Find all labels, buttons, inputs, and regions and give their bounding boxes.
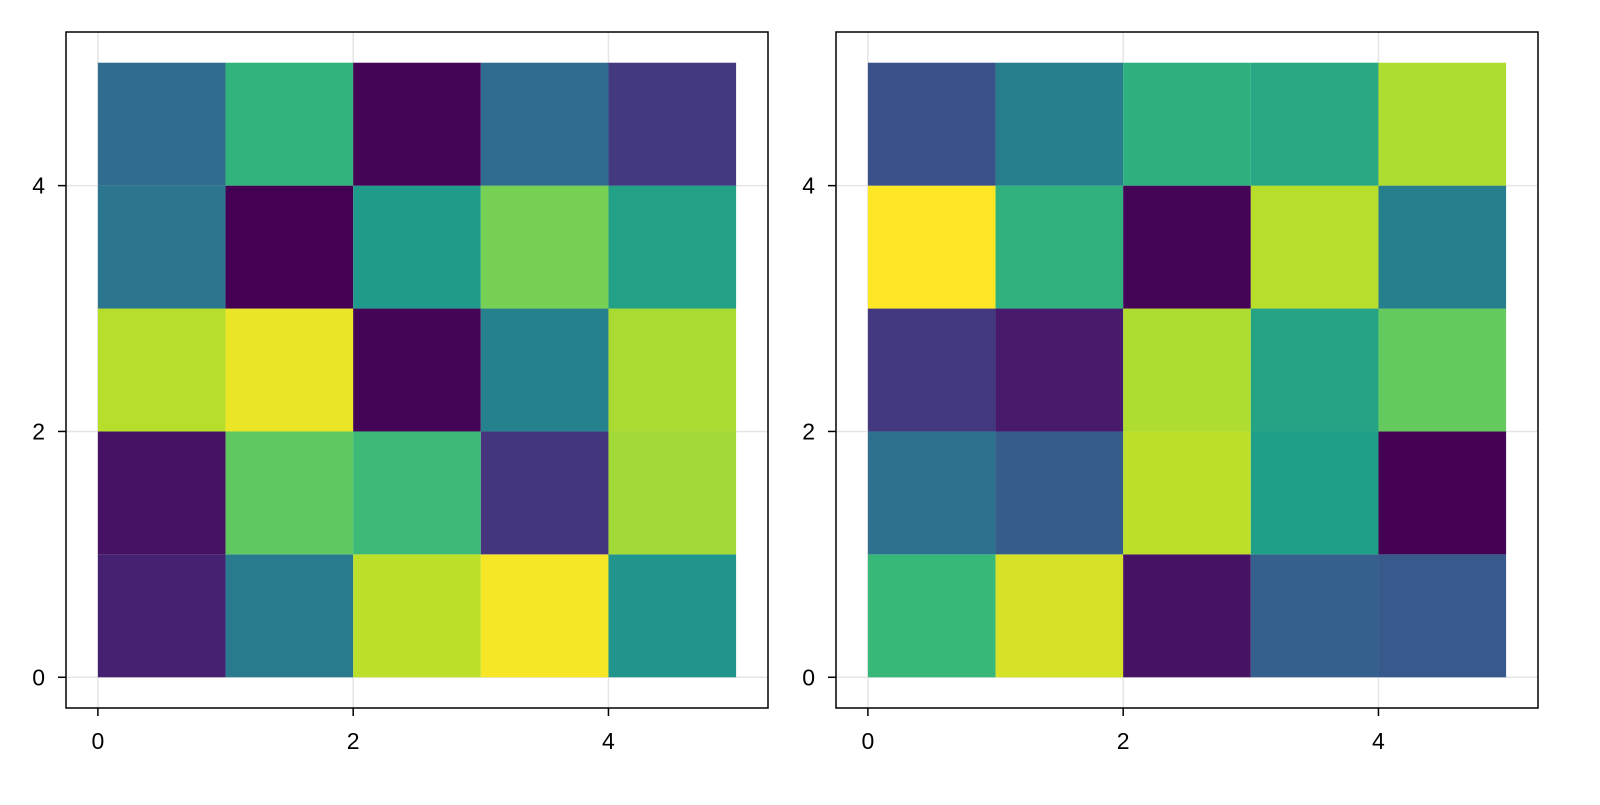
y-tick-label-0: 0 <box>32 664 45 690</box>
heatmap-cell-r3-c2 <box>353 185 481 309</box>
heatmap-cell-r1-c3 <box>480 431 609 555</box>
heatmap-cell-r1-c3 <box>1250 431 1379 555</box>
plot-frame <box>835 31 1539 709</box>
heatmap-cell-r3-c3 <box>480 185 609 309</box>
heatmap-cell-r2-c0 <box>97 308 226 432</box>
heatmap-cell-r1-c1 <box>995 431 1124 555</box>
heatmap-cell-r3-c1 <box>995 185 1124 309</box>
heatmap-cell-r3-c4 <box>1378 185 1507 309</box>
heatmap-cell-r3-c0 <box>867 185 996 309</box>
heatmap-cell-r2-c4 <box>1378 308 1507 432</box>
y-tick-label-1: 2 <box>32 418 45 444</box>
heatmap-panel-1: 0 2 4 0 2 4 <box>32 31 769 754</box>
heatmap-cell-r1-c0 <box>867 431 996 555</box>
heatmap-cell-r0-c4 <box>608 554 737 678</box>
heatmap-cell-r2-c3 <box>1250 308 1379 432</box>
heatmap-cell-r0-c1 <box>225 554 354 678</box>
x-tick-label-2: 4 <box>1372 728 1385 754</box>
heatmap-cell-r3-c0 <box>97 185 226 309</box>
heatmap-cell-r1-c2 <box>353 431 481 555</box>
heatmap-cell-r4-c1 <box>995 62 1124 186</box>
heatmap-cell-r3-c2 <box>1123 185 1251 309</box>
heatmap-cell-r1-c4 <box>1378 431 1507 555</box>
x-tick-label-2: 4 <box>602 728 615 754</box>
heatmap-cell-r0-c3 <box>1250 554 1379 678</box>
plot-frame <box>65 31 769 709</box>
heatmap-cell-r4-c3 <box>1250 62 1379 186</box>
heatmap-cell-r4-c0 <box>867 62 996 186</box>
heatmap-cell-r4-c4 <box>1378 62 1507 186</box>
heatmap-cell-r4-c1 <box>225 62 354 186</box>
y-tick-label-2: 4 <box>802 173 815 199</box>
heatmap-cell-r1-c4 <box>608 431 737 555</box>
heatmap-cell-r0-c3 <box>480 554 609 678</box>
heatmap-cell-r4-c2 <box>353 62 481 186</box>
heatmap-cell-r2-c0 <box>867 308 996 432</box>
heatmap-cell-r4-c2 <box>1123 62 1251 186</box>
heatmap-cell-r0-c2 <box>353 554 481 678</box>
heatmap-cell-r2-c1 <box>225 308 354 432</box>
heatmap-cell-r2-c1 <box>995 308 1124 432</box>
y-tick-label-2: 4 <box>32 173 45 199</box>
heatmap-panel-2: 0 2 4 0 2 4 <box>802 31 1539 754</box>
heatmap-cell-r2-c3 <box>480 308 609 432</box>
heatmap-cell-r0-c2 <box>1123 554 1251 678</box>
heatmap-cell-r4-c0 <box>97 62 226 186</box>
heatmap-cell-r0-c0 <box>867 554 996 678</box>
heatmap-cell-r4-c3 <box>480 62 609 186</box>
x-tick-label-0: 0 <box>862 728 875 754</box>
heatmap-cell-r2-c2 <box>1123 308 1251 432</box>
heatmap-cell-r4-c4 <box>608 62 737 186</box>
heatmap-cell-r3-c4 <box>608 185 737 309</box>
heatmap-cell-r1-c2 <box>1123 431 1251 555</box>
heatmap-cell-r0-c1 <box>995 554 1124 678</box>
heatmap-cell-r2-c2 <box>353 308 481 432</box>
y-tick-label-0: 0 <box>802 664 815 690</box>
x-tick-label-1: 2 <box>1117 728 1130 754</box>
x-tick-label-1: 2 <box>347 728 360 754</box>
heatmap-cell-r3-c1 <box>225 185 354 309</box>
y-tick-label-1: 2 <box>802 418 815 444</box>
heatmap-cell-r0-c4 <box>1378 554 1507 678</box>
heatmap-cell-r2-c4 <box>608 308 737 432</box>
heatmap-cell-r3-c3 <box>1250 185 1379 309</box>
heatmap-cell-r1-c1 <box>225 431 354 555</box>
heatmap-cell-r1-c0 <box>97 431 226 555</box>
heatmap-cell-r0-c0 <box>97 554 226 678</box>
x-tick-label-0: 0 <box>92 728 105 754</box>
